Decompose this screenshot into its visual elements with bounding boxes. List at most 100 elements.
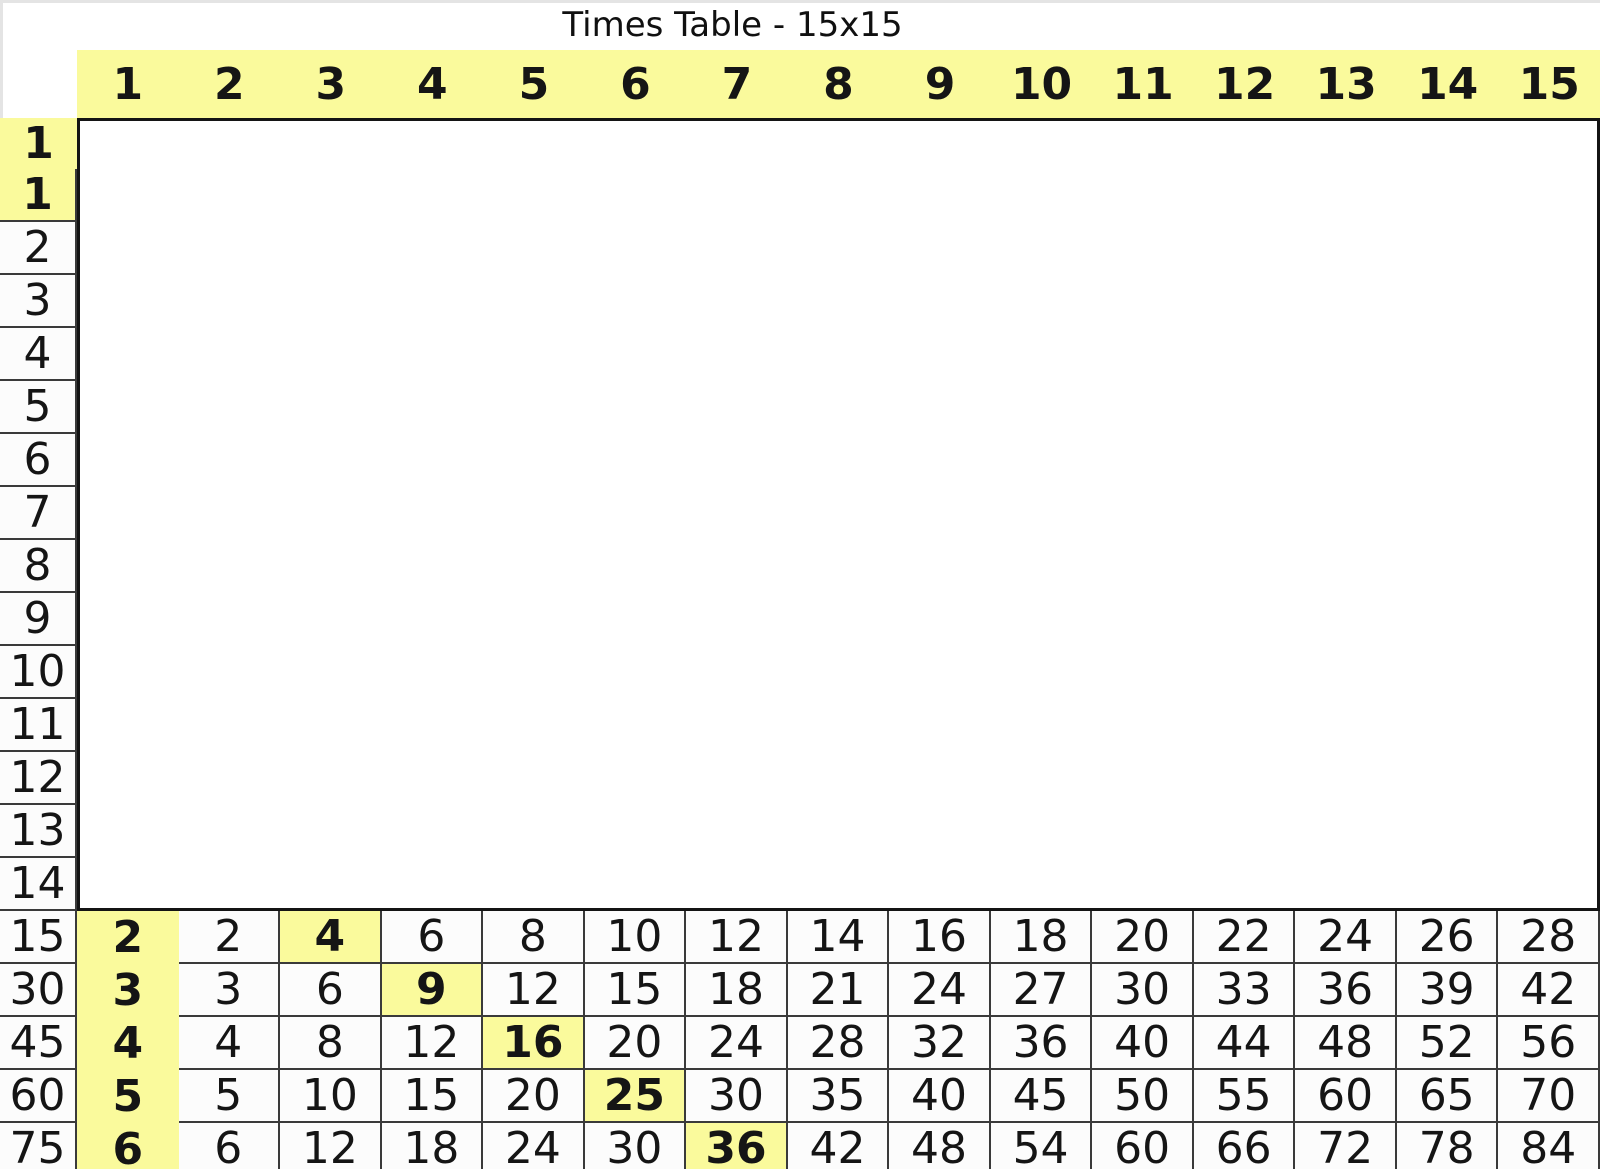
times-cell: 30 (1092, 964, 1194, 1017)
times-cell: 40 (889, 1070, 991, 1123)
diagonal-square-cell: 16 (483, 1017, 585, 1070)
times-cell: 28 (787, 1017, 890, 1070)
table-outline (77, 118, 1600, 911)
times-cell: 45 (0, 1017, 77, 1070)
times-cell: 15 (584, 964, 687, 1017)
times-cell: 20 (1092, 911, 1194, 964)
times-cell: 7 (0, 487, 77, 540)
diagonal-square-cell: 36 (686, 1123, 788, 1169)
times-cell: 36 (990, 1017, 1093, 1070)
times-cell: 18 (381, 1123, 484, 1169)
page-edge-top (0, 0, 1600, 3)
times-cell: 35 (787, 1070, 890, 1123)
times-table-grid: 1 2 3 4 5 6 7 8 9 10 11 12 13 14 15 1 1 2 3 4 5 6 7 8 9 10 11 12 13 1… (0, 50, 1600, 1169)
times-cell: 5 (0, 381, 77, 434)
times-cell: 72 (1295, 1123, 1397, 1169)
times-cell: 39 (1396, 964, 1499, 1017)
column-header: 10 (990, 50, 1093, 118)
times-cell: 9 (0, 593, 77, 646)
times-cell: 15 (0, 911, 77, 964)
times-cell: 66 (1193, 1123, 1296, 1169)
times-cell: 22 (1193, 911, 1296, 964)
times-cell: 11 (0, 699, 77, 752)
times-cell: 8 (483, 911, 585, 964)
times-cell: 8 (0, 540, 77, 593)
corner-cell (0, 50, 77, 118)
times-cell: 42 (787, 1123, 890, 1169)
times-cell: 30 (0, 964, 77, 1017)
times-cell: 30 (584, 1123, 687, 1169)
column-header: 3 (280, 50, 382, 118)
times-cell: 70 (1498, 1070, 1600, 1123)
times-cell: 14 (0, 858, 77, 911)
times-cell: 24 (483, 1123, 585, 1169)
column-header: 8 (787, 50, 890, 118)
times-cell: 84 (1498, 1123, 1600, 1169)
column-header: 15 (1498, 50, 1600, 118)
times-cell: 4 (0, 328, 77, 381)
times-cell: 24 (889, 964, 991, 1017)
column-header: 2 (178, 50, 281, 118)
times-cell: 33 (1193, 964, 1296, 1017)
times-cell: 2 (178, 911, 281, 964)
column-header: 4 (381, 50, 484, 118)
page-edge-left (0, 0, 3, 118)
times-cell: 65 (1396, 1070, 1499, 1123)
column-header: 5 (483, 50, 585, 118)
column-header: 9 (889, 50, 991, 118)
times-cell: 10 (280, 1070, 382, 1123)
page-title: Times Table - 15x15 (562, 5, 903, 45)
row-header: 4 (77, 1017, 179, 1070)
times-cell: 30 (686, 1070, 788, 1123)
column-header: 1 (77, 50, 179, 118)
times-cell: 56 (1498, 1017, 1600, 1070)
row-header: 1 (0, 118, 77, 169)
times-cell: 60 (1092, 1123, 1194, 1169)
times-cell: 4 (178, 1017, 281, 1070)
times-cell: 12 (280, 1123, 382, 1169)
times-cell: 2 (0, 222, 77, 275)
times-cell: 20 (483, 1070, 585, 1123)
times-cell: 42 (1498, 964, 1600, 1017)
row-header: 2 (77, 911, 179, 964)
times-cell: 48 (889, 1123, 991, 1169)
times-cell: 15 (381, 1070, 484, 1123)
times-cell: 3 (0, 275, 77, 328)
times-cell: 27 (990, 964, 1093, 1017)
times-cell: 16 (889, 911, 991, 964)
times-cell: 10 (584, 911, 687, 964)
times-cell: 26 (1396, 911, 1499, 964)
times-cell: 14 (787, 911, 890, 964)
times-cell: 75 (0, 1123, 77, 1169)
row-header: 5 (77, 1070, 179, 1123)
column-header: 6 (584, 50, 687, 118)
times-cell: 44 (1193, 1017, 1296, 1070)
column-header: 11 (1092, 50, 1194, 118)
times-cell: 21 (787, 964, 890, 1017)
diagonal-square-cell: 9 (381, 964, 484, 1017)
times-cell: 6 (381, 911, 484, 964)
times-cell: 78 (1396, 1123, 1499, 1169)
times-cell: 6 (178, 1123, 281, 1169)
times-cell: 5 (178, 1070, 281, 1123)
times-cell: 52 (1396, 1017, 1499, 1070)
times-cell: 32 (889, 1017, 991, 1070)
times-cell: 12 (0, 752, 77, 805)
diagonal-square-cell: 25 (584, 1070, 687, 1123)
times-cell: 13 (0, 805, 77, 858)
times-cell: 50 (1092, 1070, 1194, 1123)
times-cell: 54 (990, 1123, 1093, 1169)
times-cell: 12 (483, 964, 585, 1017)
column-header: 14 (1396, 50, 1499, 118)
column-header: 13 (1295, 50, 1397, 118)
times-cell: 40 (1092, 1017, 1194, 1070)
row-header: 6 (77, 1123, 179, 1169)
times-cell: 60 (0, 1070, 77, 1123)
row-header: 3 (77, 964, 179, 1017)
column-header: 12 (1193, 50, 1296, 118)
times-cell: 60 (1295, 1070, 1397, 1123)
times-cell: 18 (990, 911, 1093, 964)
times-cell: 12 (381, 1017, 484, 1070)
times-cell: 24 (1295, 911, 1397, 964)
